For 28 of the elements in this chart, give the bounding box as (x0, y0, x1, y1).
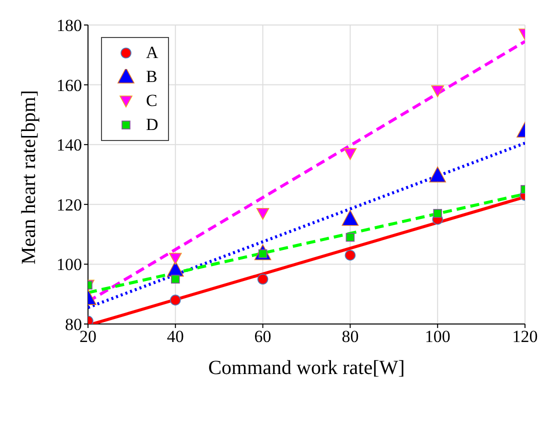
x-tick-label: 20 (80, 327, 96, 346)
x-tick-label: 80 (342, 327, 359, 346)
point (344, 148, 357, 160)
legend-label: A (146, 43, 158, 63)
point (346, 232, 355, 242)
x-tick-label: 40 (166, 327, 184, 346)
y-tick-label: 100 (56, 255, 82, 274)
point (170, 294, 181, 306)
x-tick-label: 60 (254, 327, 272, 346)
y-tick-label: 160 (56, 76, 82, 95)
y-tick-label: 180 (56, 16, 82, 36)
y-tick-label: 80 (65, 315, 82, 334)
y-tick-label: 120 (56, 195, 82, 214)
point (257, 274, 268, 285)
point (344, 250, 356, 261)
y-axis-title: Mean heart rate[bpm] (18, 90, 40, 264)
x-tick-label: 100 (424, 327, 450, 346)
point (433, 208, 442, 218)
legend-label: B (146, 67, 158, 87)
y-tick-label: 140 (56, 136, 82, 155)
point (256, 208, 270, 220)
x-axis-title: Command work rate[W] (208, 357, 405, 379)
point (431, 85, 444, 98)
x-tick-label: 120 (512, 327, 538, 346)
point (171, 274, 180, 284)
legend-label: D (146, 115, 158, 135)
point (169, 252, 182, 265)
legend-label: C (146, 91, 158, 111)
